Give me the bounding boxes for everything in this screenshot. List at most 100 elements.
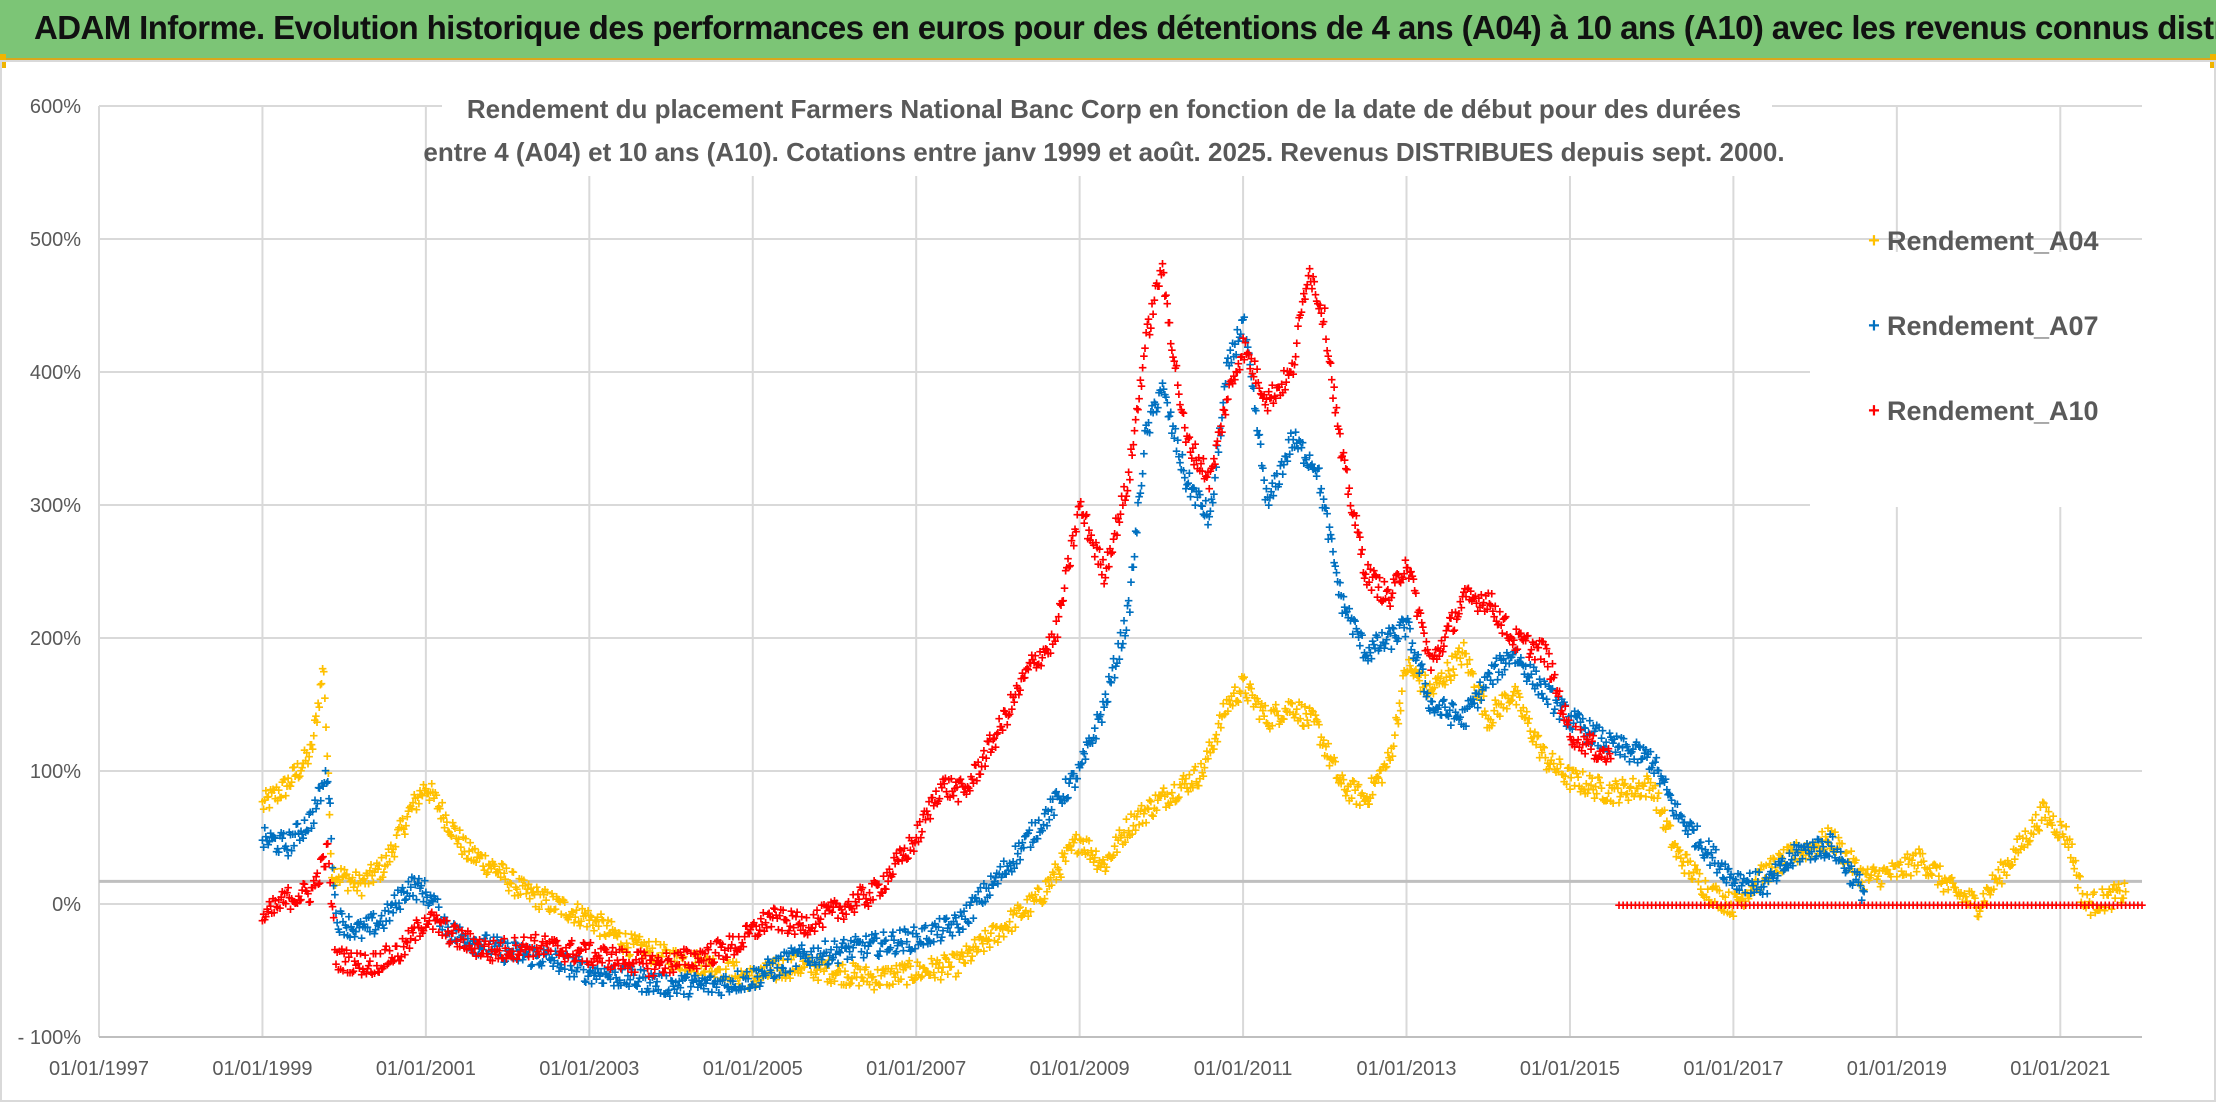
data-point: + xyxy=(1163,295,1172,312)
data-point: + xyxy=(333,872,342,889)
data-point: + xyxy=(710,969,719,986)
data-point: + xyxy=(584,902,593,919)
data-point: + xyxy=(1060,580,1069,597)
data-point: + xyxy=(418,787,427,804)
data-point: + xyxy=(675,960,684,977)
data-point: + xyxy=(699,964,708,981)
data-point: + xyxy=(587,909,596,926)
data-point: + xyxy=(485,856,494,873)
data-point: + xyxy=(641,945,650,962)
data-point: + xyxy=(885,977,894,994)
data-point: + xyxy=(457,839,466,856)
data-point: + xyxy=(1693,818,1702,835)
data-point: + xyxy=(733,970,742,987)
data-point: + xyxy=(379,864,388,881)
data-point: + xyxy=(565,908,574,925)
data-point: + xyxy=(678,950,687,967)
data-point: + xyxy=(814,972,823,989)
data-point: + xyxy=(653,948,662,965)
data-point: + xyxy=(901,959,910,976)
x-tick-label: 01/01/1999 xyxy=(212,1058,312,1080)
data-point: + xyxy=(325,807,334,824)
data-point: + xyxy=(307,736,316,753)
data-point: + xyxy=(465,843,474,860)
data-point: + xyxy=(802,955,811,972)
data-point: + xyxy=(969,939,978,956)
data-point: + xyxy=(2076,869,2085,886)
data-point: + xyxy=(886,964,895,981)
data-point: + xyxy=(957,944,966,961)
data-point: + xyxy=(697,957,706,974)
data-point: + xyxy=(548,885,557,902)
data-point: + xyxy=(1125,472,1134,489)
data-point: + xyxy=(642,938,651,955)
data-point: + xyxy=(580,905,589,922)
data-point: + xyxy=(556,894,565,911)
data-point: + xyxy=(372,855,381,872)
data-point: + xyxy=(725,970,734,987)
data-point: + xyxy=(825,971,834,988)
data-point: + xyxy=(446,826,455,843)
data-point: + xyxy=(900,957,909,974)
data-point: + xyxy=(451,820,460,837)
data-point: + xyxy=(569,904,578,921)
data-point: + xyxy=(524,876,533,893)
data-point: + xyxy=(996,920,1005,937)
data-point: + xyxy=(968,948,977,965)
data-point: + xyxy=(994,934,1003,951)
data-point: + xyxy=(768,954,777,971)
y-tick-label: 100% xyxy=(30,761,81,783)
data-point: + xyxy=(297,763,306,780)
data-point: + xyxy=(737,963,746,980)
data-point: + xyxy=(364,876,373,893)
data-point: + xyxy=(522,885,531,902)
data-point: + xyxy=(661,941,670,958)
data-point: + xyxy=(552,888,561,905)
data-point: + xyxy=(781,970,790,987)
data-point: + xyxy=(507,876,516,893)
data-point: + xyxy=(550,902,559,919)
data-point: + xyxy=(591,912,600,929)
data-point: + xyxy=(621,925,630,942)
data-point: + xyxy=(761,955,770,972)
data-point: + xyxy=(717,970,726,987)
x-tick-label: 01/01/2019 xyxy=(1847,1058,1947,1080)
data-point: + xyxy=(803,954,812,971)
data-point: + xyxy=(1292,335,1301,352)
data-point: + xyxy=(412,801,421,818)
data-point: + xyxy=(279,771,288,788)
y-axis: - 100% 0% 100% 200% 300% 400% 500% 600% xyxy=(18,96,82,1049)
data-point: + xyxy=(371,861,380,878)
data-point: + xyxy=(414,796,423,813)
data-point: + xyxy=(1132,524,1141,541)
data-point: + xyxy=(879,961,888,978)
data-point: + xyxy=(420,783,429,800)
data-point: + xyxy=(293,755,302,772)
data-point: + xyxy=(785,966,794,983)
y-tick-label: 500% xyxy=(30,229,81,251)
data-point: + xyxy=(353,883,362,900)
data-point: + xyxy=(409,794,418,811)
data-point: + xyxy=(999,929,1008,946)
data-point: + xyxy=(989,917,998,934)
data-point: + xyxy=(258,794,267,811)
data-point: + xyxy=(960,955,969,972)
data-point: + xyxy=(872,974,881,991)
data-point: + xyxy=(452,830,461,847)
data-point: + xyxy=(783,951,792,968)
data-point: + xyxy=(386,837,395,854)
data-point: + xyxy=(356,874,365,891)
data-point: + xyxy=(618,937,627,954)
data-point: + xyxy=(731,968,740,985)
data-point: + xyxy=(557,906,566,923)
y-tick-label: 300% xyxy=(30,495,81,517)
data-point: + xyxy=(941,949,950,966)
data-point: + xyxy=(1462,718,1471,735)
data-point: + xyxy=(963,945,972,962)
data-point: + xyxy=(500,865,509,882)
data-point: + xyxy=(615,925,624,942)
data-point: + xyxy=(609,927,618,944)
data-point: + xyxy=(858,970,867,987)
data-point: + xyxy=(683,959,692,976)
data-point: + xyxy=(921,964,930,981)
